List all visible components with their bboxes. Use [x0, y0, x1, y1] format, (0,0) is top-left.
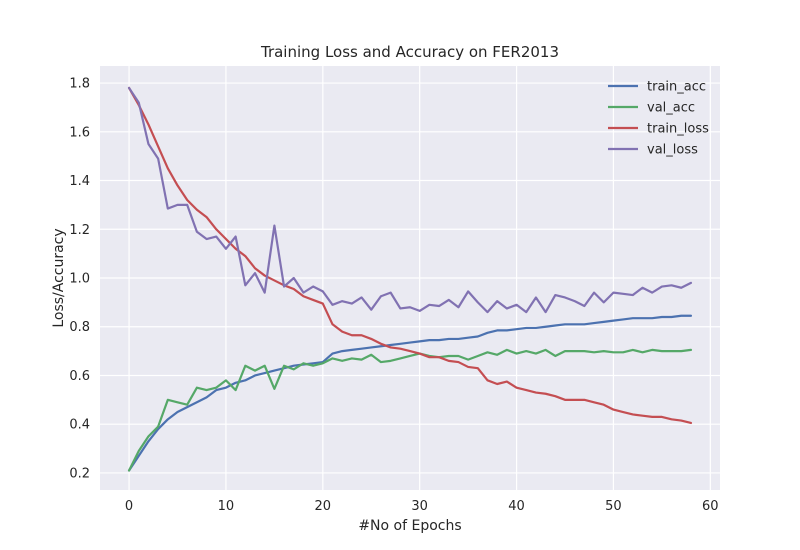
series-line-val-acc: [127, 348, 693, 472]
y-tick-label: 0.4: [69, 418, 90, 433]
series-line-val-loss: [127, 86, 693, 314]
y-tick-label: 1.6: [69, 125, 90, 140]
y-tick-label: 1.0: [69, 272, 90, 287]
y-tick-label: 1.4: [69, 174, 90, 189]
x-tick-label: 10: [218, 499, 235, 514]
y-tick-label: 1.2: [69, 223, 90, 238]
x-tick-label: 60: [702, 499, 719, 514]
series-layer: [127, 86, 693, 472]
legend-label-val-acc: val_acc: [647, 101, 695, 116]
y-tick-label: 0.8: [69, 320, 90, 335]
y-tick-label: 0.2: [69, 466, 90, 481]
x-tick-label: 40: [508, 499, 525, 514]
y-tick-label: 1.8: [69, 77, 90, 92]
legend: train_acc val_acc train_loss val_loss: [608, 80, 709, 158]
x-tick-label: 20: [315, 499, 332, 514]
x-axis-label: #No of Epochs: [358, 518, 461, 534]
y-tick-labels: 0.2 0.4 0.6 0.8 1.0 1.2 1.4 1.6 1.8: [69, 77, 90, 482]
y-tick-label: 0.6: [69, 369, 90, 384]
series-line-train-loss: [127, 86, 693, 425]
x-tick-label: 30: [411, 499, 428, 514]
chart-title: Training Loss and Accuracy on FER2013: [260, 43, 559, 61]
legend-label-val-loss: val_loss: [647, 143, 698, 158]
x-tick-label: 50: [605, 499, 622, 514]
x-tick-labels: 0 10 20 30 40 50 60: [125, 499, 719, 514]
y-axis-label: Loss/Accuracy: [51, 228, 67, 327]
legend-label-train-acc: train_acc: [647, 80, 706, 95]
x-tick-label: 0: [125, 499, 133, 514]
y-gridlines: [100, 82, 720, 474]
legend-label-train-loss: train_loss: [647, 122, 709, 137]
series-line-train-acc: [127, 314, 693, 472]
